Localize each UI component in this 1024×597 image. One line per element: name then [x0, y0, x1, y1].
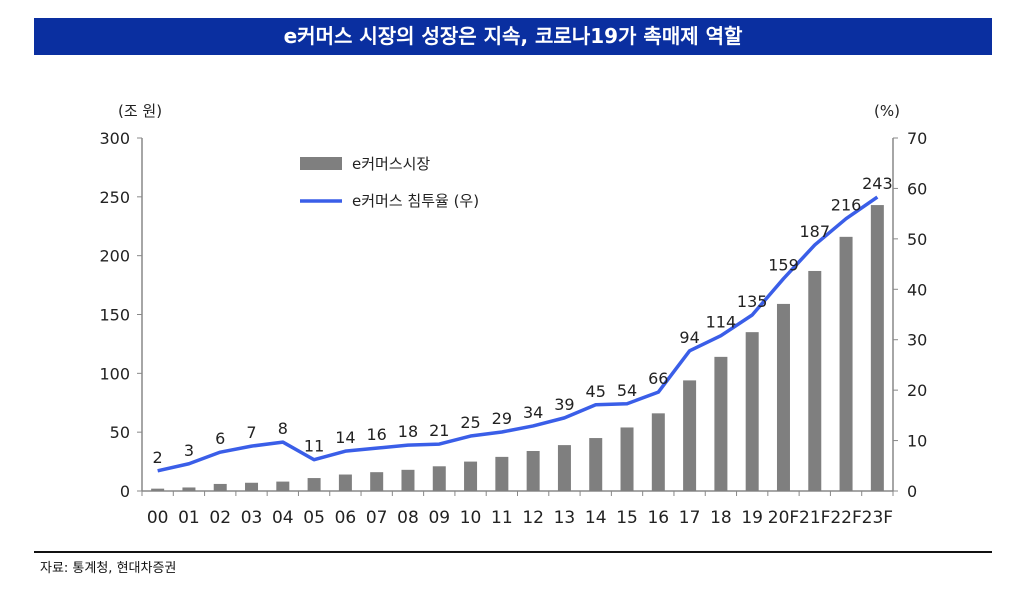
x-tick-label: 09	[428, 508, 450, 528]
x-tick-label: 18	[710, 508, 732, 528]
x-tick-label: 10	[460, 508, 482, 528]
data-label: 2	[153, 448, 163, 467]
penetration-line	[157, 195, 879, 473]
data-label: 216	[831, 196, 862, 215]
bar-11	[495, 456, 509, 491]
data-label: 243	[862, 174, 893, 193]
right-tick-label: 0	[907, 482, 917, 501]
right-tick-label: 50	[907, 230, 927, 249]
right-tick-label: 60	[907, 179, 927, 198]
bar-09	[432, 466, 446, 491]
bar-06	[338, 474, 352, 491]
data-label: 54	[617, 381, 637, 400]
x-tick-label: 16	[647, 508, 669, 528]
bar-12	[526, 450, 540, 491]
bar-19	[745, 332, 759, 491]
left-tick-label: 300	[99, 129, 130, 148]
right-tick-label: 20	[907, 381, 927, 400]
bar-23F	[870, 205, 884, 491]
data-label: 18	[398, 422, 418, 441]
right-tick-label: 70	[907, 129, 927, 148]
data-label: 187	[799, 222, 830, 241]
left-tick-label: 250	[99, 188, 130, 207]
data-label: 6	[215, 429, 225, 448]
left-tick-label: 0	[120, 482, 130, 501]
bar-22F	[839, 236, 853, 491]
right-tick-label: 10	[907, 432, 927, 451]
bar-08	[401, 469, 415, 491]
source-note: 자료: 통계청, 현대차증권	[40, 561, 177, 576]
x-tick-label: 05	[303, 508, 325, 528]
legend-line-label: e커머스 침투율 (우)	[352, 192, 479, 210]
x-tick-label: 03	[241, 508, 263, 528]
data-label: 16	[367, 425, 387, 444]
x-tick-label: 15	[616, 508, 638, 528]
data-label: 45	[586, 382, 606, 401]
data-label: 14	[335, 428, 355, 447]
x-tick-label: 08	[397, 508, 419, 528]
bar-15	[620, 427, 634, 491]
bar-05	[307, 478, 321, 491]
x-tick-label: 04	[272, 508, 294, 528]
x-tick-label: 07	[366, 508, 388, 528]
data-label: 39	[554, 395, 574, 414]
data-label: 3	[184, 441, 194, 460]
right-tick-label: 30	[907, 331, 927, 350]
x-tick-label: 13	[554, 508, 576, 528]
left-tick-label: 100	[99, 364, 130, 383]
x-tick-label: 02	[209, 508, 231, 528]
left-tick-label: 200	[99, 247, 130, 266]
data-label: 25	[460, 413, 480, 432]
bar-04	[276, 481, 290, 491]
data-label: 66	[648, 369, 668, 388]
chart-title: e커머스 시장의 성장은 지속, 코로나19가 촉매제 역할	[34, 18, 992, 55]
bar-01	[182, 487, 196, 491]
bar-00	[151, 488, 165, 491]
x-tick-label: 06	[335, 508, 357, 528]
x-tick-label: 23F	[862, 508, 893, 528]
bar-20F	[776, 303, 790, 491]
left-axis-unit: (조 원)	[118, 102, 162, 120]
x-tick-label: 14	[585, 508, 607, 528]
x-tick-label: 20F	[768, 508, 799, 528]
data-label: 29	[492, 409, 512, 428]
data-label: 94	[679, 328, 699, 347]
x-tick-label: 19	[741, 508, 763, 528]
data-label: 159	[768, 256, 799, 275]
x-tick-label: 11	[491, 508, 513, 528]
bar-18	[714, 356, 728, 491]
bar-03	[245, 482, 259, 491]
right-tick-label: 40	[907, 280, 927, 299]
bar-16	[651, 413, 665, 491]
data-label: 21	[429, 421, 449, 440]
left-tick-label: 150	[99, 306, 130, 325]
bar-13	[557, 445, 571, 491]
bar-02	[213, 483, 227, 491]
legend-bar-label: e커머스시장	[352, 155, 430, 173]
data-label: 7	[246, 423, 256, 442]
divider	[34, 551, 992, 553]
data-label: 34	[523, 403, 543, 422]
data-label: 114	[706, 313, 737, 332]
data-label: 11	[304, 437, 324, 456]
x-tick-label: 22F	[830, 508, 861, 528]
legend-bar-swatch	[300, 157, 342, 170]
x-tick-label: 12	[522, 508, 544, 528]
x-tick-label: 01	[178, 508, 200, 528]
bar-14	[589, 438, 603, 491]
bar-17	[683, 380, 697, 491]
data-label: 135	[737, 292, 768, 311]
x-tick-label: 21F	[799, 508, 830, 528]
x-tick-label: 00	[147, 508, 169, 528]
bar-07	[370, 472, 384, 491]
data-label: 8	[278, 419, 288, 438]
x-tick-label: 17	[679, 508, 701, 528]
bar-10	[464, 461, 478, 491]
right-axis-unit: (%)	[874, 102, 900, 120]
bar-21F	[808, 270, 822, 491]
left-tick-label: 50	[110, 423, 130, 442]
